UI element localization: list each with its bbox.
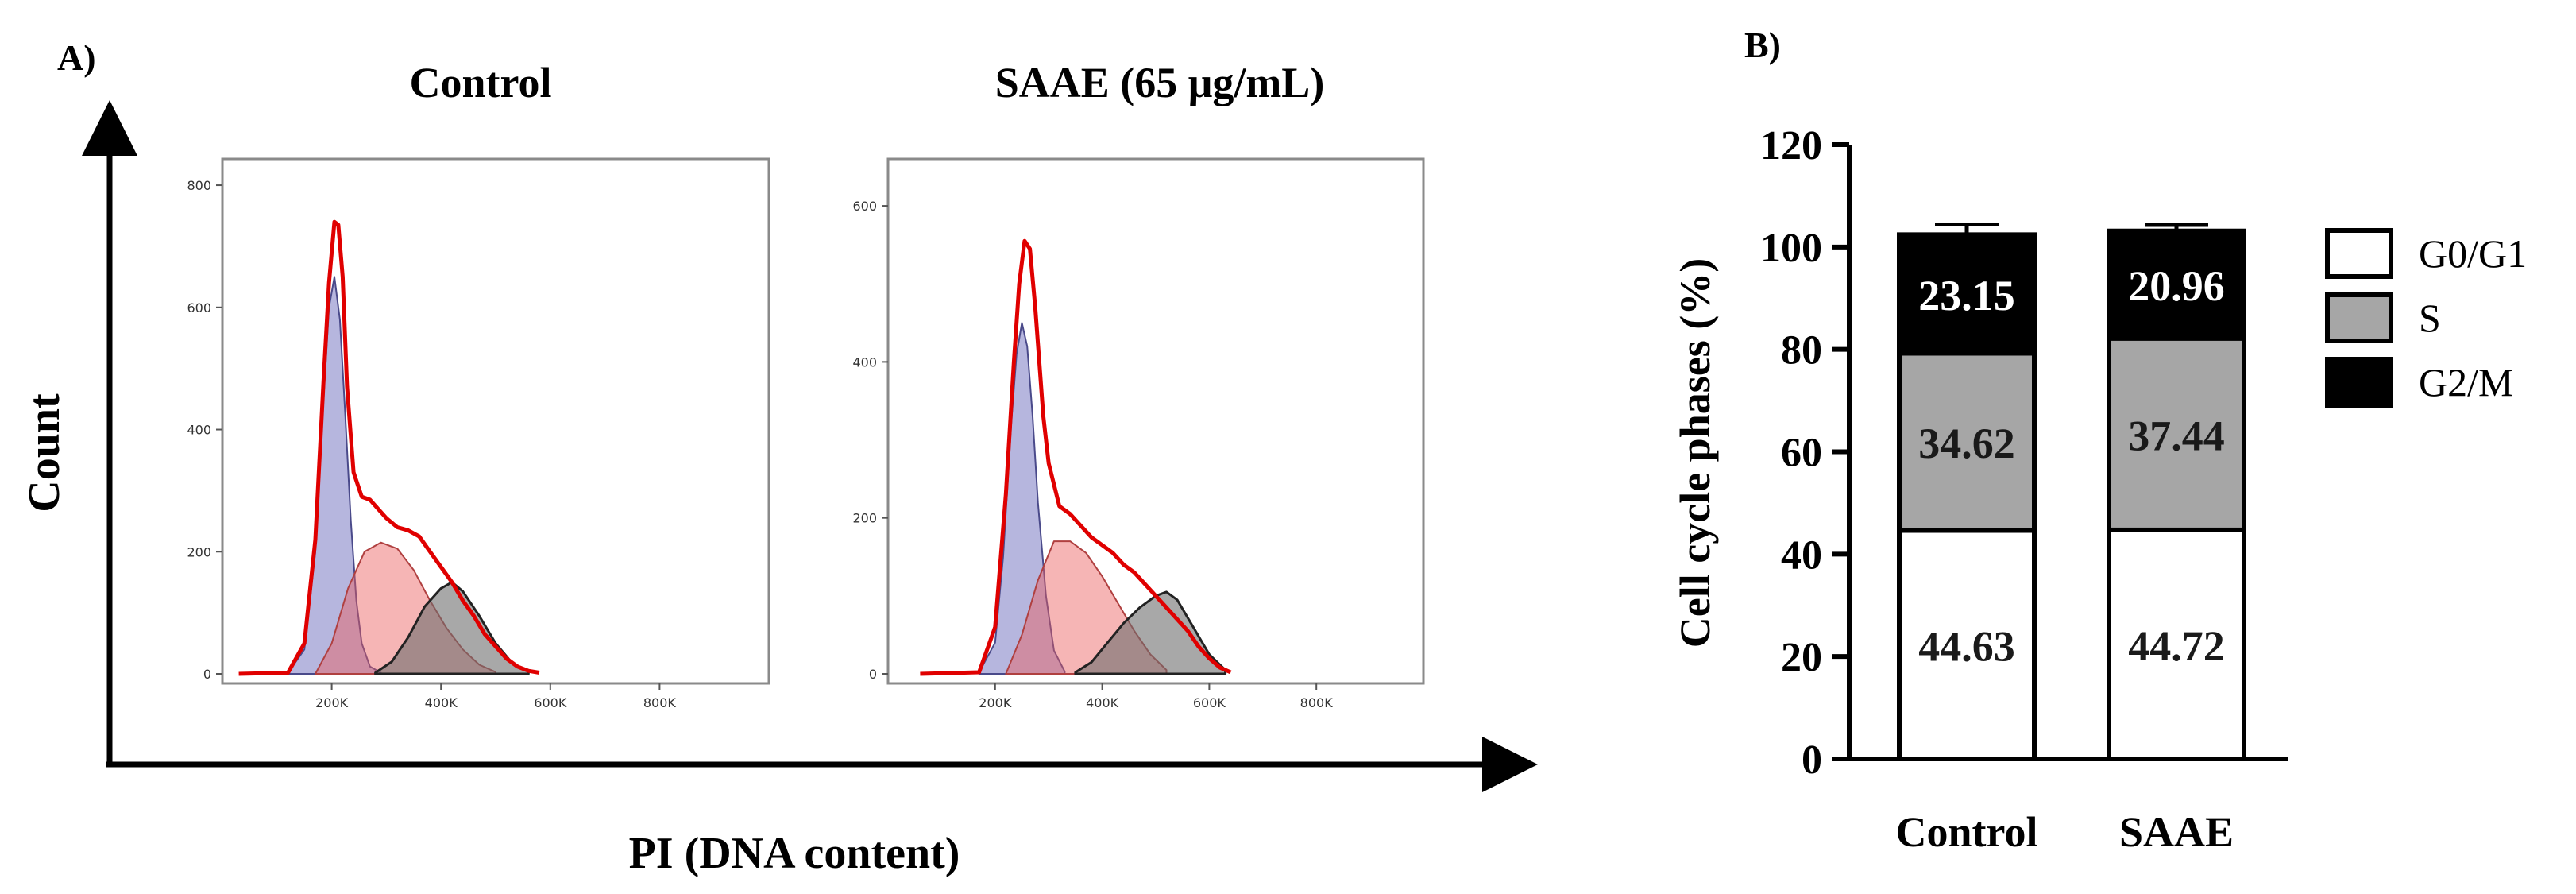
histogram-y-tick-label: 200 — [852, 511, 877, 526]
bar-value-label: 20.96 — [2128, 262, 2225, 310]
histogram-saae: SAAE (65 μg/mL) 0 200 400 600 200K 400K 600K 80… — [852, 59, 1425, 710]
histogram-y-tick-label: 0 — [203, 667, 211, 682]
histogram-y-tick-label: 400 — [187, 423, 211, 438]
histogram-x-tick-label: 200K — [315, 695, 349, 710]
bar-chart-y-tick-label: 100 — [1760, 226, 1822, 271]
histogram-x-tick-label: 600K — [534, 695, 567, 710]
bar-chart-y-tick-label: 60 — [1781, 431, 1822, 476]
bar-segment-g2-m — [1897, 232, 2037, 356]
bar-category-label: SAAE — [2119, 808, 2234, 856]
histogram-x-tick-label: 600K — [1193, 695, 1226, 710]
histogram-y-tick-label: 0 — [869, 667, 877, 682]
panel-a-y-axis-label: Count — [20, 393, 69, 513]
histogram-total-line — [920, 238, 1232, 676]
histogram-title: Control — [409, 59, 551, 106]
legend-swatch-s — [2325, 292, 2393, 343]
stacked-bar-chart: Cell cycle phases (%) 0 20 40 60 80 100 120 44… — [1671, 123, 2527, 856]
bar-chart-y-tick-label: 20 — [1781, 635, 1822, 680]
histogram-frame — [886, 157, 1425, 685]
legend-label: S — [2419, 296, 2441, 340]
histogram-y-tick-label: 400 — [852, 354, 877, 370]
histogram-x-tick-label: 800K — [643, 695, 677, 710]
panel-b-label: B) — [1744, 25, 1781, 65]
bar-value-label: 44.63 — [1918, 622, 2015, 670]
histogram-total-line — [238, 219, 540, 676]
bar-chart-y-tick-label: 40 — [1781, 532, 1822, 578]
legend-label: G0/G1 — [2419, 231, 2527, 276]
bar-value-label: 34.62 — [1918, 420, 2015, 467]
legend-swatch-g2-m — [2325, 357, 2393, 408]
bar-segment-g0-g1 — [1897, 528, 2037, 761]
legend-label: G2/M — [2419, 360, 2513, 404]
bar-chart-y-axis-label: Cell cycle phases (%) — [1671, 258, 1719, 648]
histogram-x-tick-label: 800K — [1300, 695, 1334, 710]
bar-chart-y-tick-label: 120 — [1760, 123, 1822, 168]
histogram-x-tick-label: 400K — [1086, 695, 1119, 710]
legend-swatch-g0-g1 — [2325, 228, 2393, 279]
histogram-y-tick-label: 600 — [852, 199, 877, 214]
bar-value-label: 37.44 — [2128, 412, 2225, 459]
bar-chart-y-tick-label: 80 — [1781, 328, 1822, 373]
histogram-frame — [221, 157, 770, 685]
histogram-x-tick-label: 200K — [979, 695, 1012, 710]
histogram-title: SAAE (65 μg/mL) — [995, 59, 1325, 106]
panel-a-x-axis-label: PI (DNA content) — [629, 829, 960, 878]
histogram-y-tick-label: 200 — [187, 544, 211, 559]
histogram-control: Control 0 200 400 600 800 200K 400K 600K 800K — [187, 59, 770, 710]
bar-value-label: 44.72 — [2128, 622, 2225, 670]
histogram-x-tick-label: 400K — [425, 695, 458, 710]
bar-value-label: 23.15 — [1918, 272, 2015, 319]
bar-chart-y-tick-label: 0 — [1802, 737, 1822, 783]
histogram-y-tick-label: 600 — [187, 300, 211, 315]
panel-a-label: A) — [57, 37, 96, 78]
bar-category-label: Control — [1895, 808, 2037, 856]
bar-segment-s — [2107, 335, 2246, 532]
histogram-y-tick-label: 800 — [187, 178, 211, 193]
bar-segment-g2-m — [2107, 228, 2246, 341]
